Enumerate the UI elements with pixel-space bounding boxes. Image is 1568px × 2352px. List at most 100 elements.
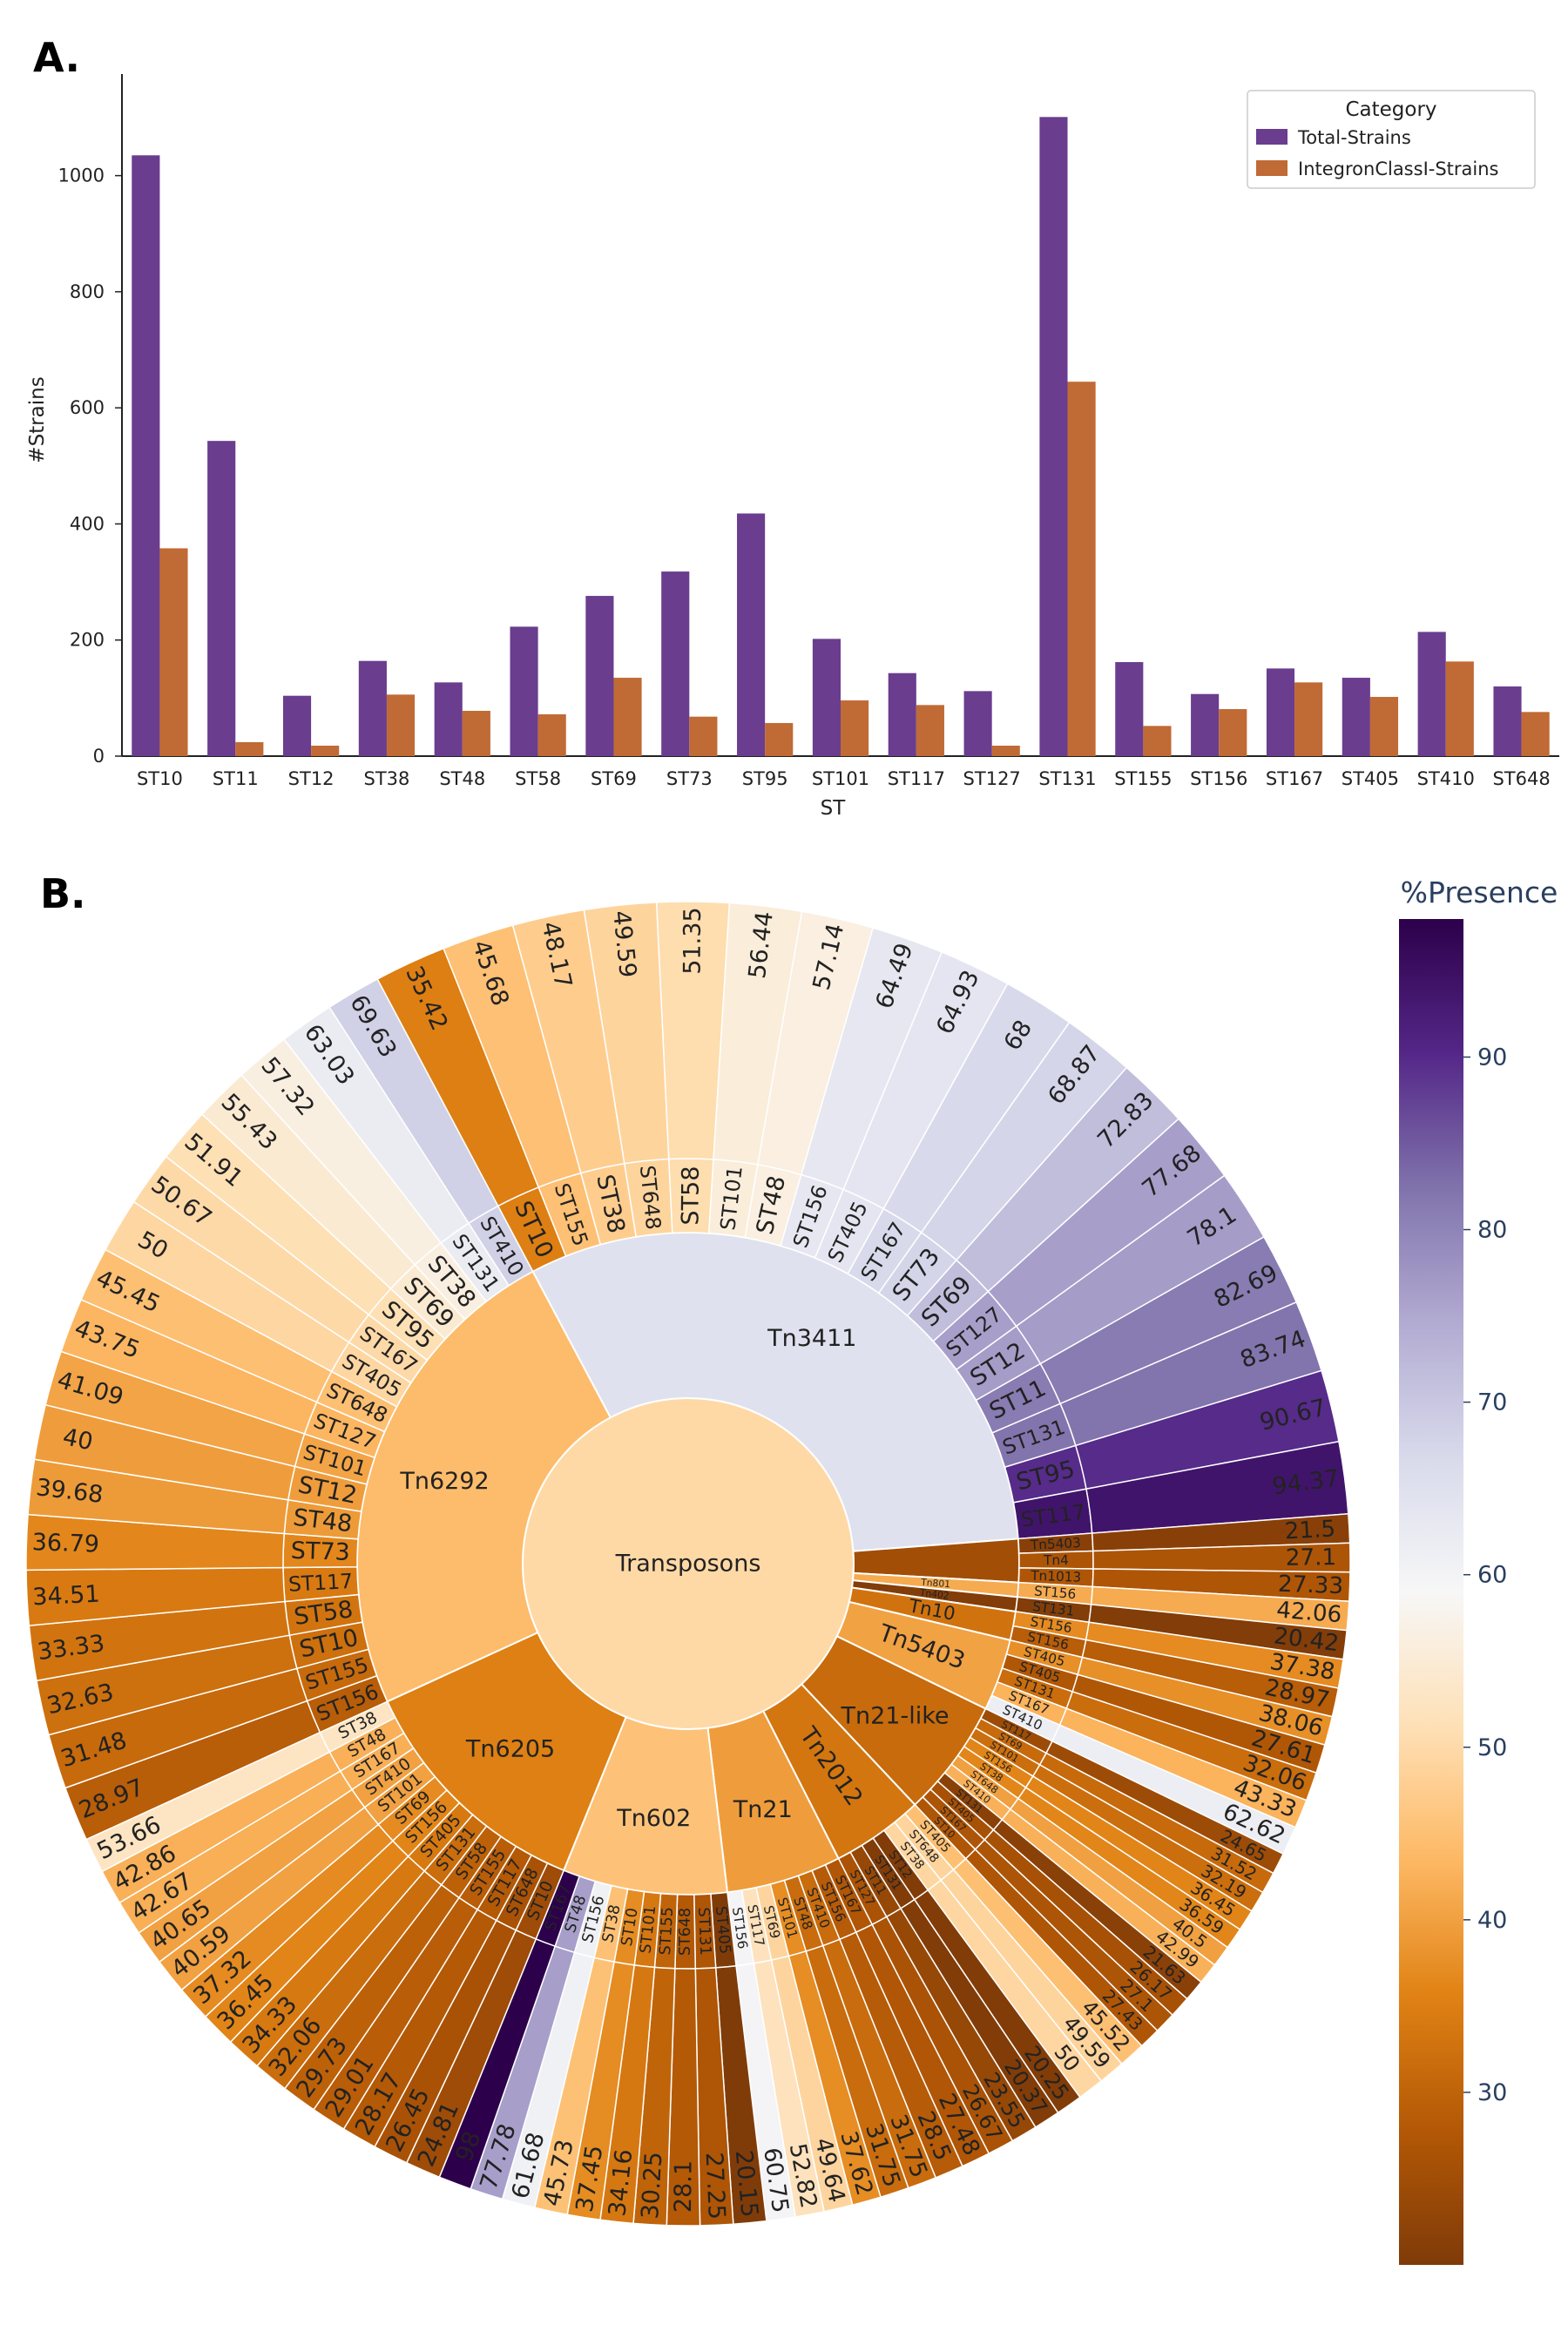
colorbar-tick-label: 50 — [1477, 1734, 1507, 1761]
y-tick-label: 600 — [70, 397, 105, 418]
st-label: ST155 — [657, 1907, 677, 1956]
st-label: ST648 — [677, 1908, 694, 1956]
presence-value-label: 27.33 — [1278, 1571, 1344, 1600]
x-tick-label: ST48 — [439, 768, 485, 789]
transposon-label: Tn6205 — [465, 1736, 555, 1763]
bar-total-ST167 — [1266, 668, 1295, 756]
bar-total-ST648 — [1493, 686, 1522, 756]
bar-integron-ST101 — [841, 700, 869, 756]
x-tick-label: ST10 — [137, 768, 183, 789]
colorbar-ticks: 30 40 50 60 70 80 90 — [1463, 1044, 1507, 2106]
bar-integron-ST11 — [235, 742, 264, 756]
bar-total-ST405 — [1342, 678, 1370, 756]
y-tick-label: 800 — [70, 281, 105, 302]
presence-value-label: 28.1 — [670, 2160, 697, 2213]
bar-total-ST95 — [737, 513, 766, 756]
y-tick-label: 400 — [70, 513, 105, 534]
x-tick-label: ST38 — [364, 768, 410, 789]
bar-integron-ST69 — [613, 678, 642, 756]
x-tick-label: ST167 — [1266, 768, 1323, 789]
transposon-label: Tn6292 — [399, 1468, 489, 1495]
x-tick-label: ST69 — [591, 768, 637, 789]
bar-integron-ST410 — [1445, 661, 1474, 756]
presence-value-label: 27.1 — [1286, 1544, 1337, 1571]
bar-chart: 0 200 400 600 800 1000 ST10 ST11 ST12 ST38 ST48 ST5… — [26, 74, 1559, 820]
transposon-label: Tn602 — [616, 1805, 691, 1832]
bar-integron-ST95 — [765, 723, 794, 756]
colorbar-tick-label: 90 — [1477, 1044, 1507, 1071]
legend-box — [1247, 90, 1536, 189]
panel-b-label: B. — [40, 870, 86, 917]
bar-chart-bars — [132, 117, 1550, 756]
transposon-label: Tn801 — [920, 1577, 951, 1591]
bar-total-ST69 — [585, 596, 614, 756]
legend: Category Total-Strains IntegronClassI-St… — [1247, 90, 1536, 189]
bar-total-ST48 — [434, 682, 463, 756]
bar-integron-ST58 — [537, 714, 566, 756]
st-label: ST73 — [290, 1538, 350, 1566]
bar-integron-ST405 — [1369, 697, 1399, 756]
colorbar-tick-label: 40 — [1477, 1907, 1507, 1934]
colorbar-tick-label: 70 — [1477, 1389, 1507, 1416]
presence-value-label: 30.25 — [637, 2151, 667, 2220]
presence-value-label: 27.25 — [700, 2152, 730, 2220]
presence-value-label: 40 — [60, 1423, 95, 1456]
legend-label-integron: IntegronClassI-Strains — [1298, 159, 1499, 179]
colorbar: %Presence 30 40 50 60 70 80 90 — [1399, 875, 1558, 2265]
presence-value-label: 20.15 — [730, 2149, 763, 2219]
x-tick-label: ST405 — [1342, 768, 1399, 789]
bar-integron-ST155 — [1143, 726, 1172, 756]
st-label: Tn1013 — [1030, 1568, 1082, 1585]
st-label: Tn5403 — [1029, 1535, 1081, 1553]
y-tick-label: 0 — [93, 746, 105, 767]
panel-a-label: A. — [33, 34, 80, 81]
presence-value-label: 36.79 — [31, 1529, 99, 1558]
st-label: ST131 — [694, 1907, 713, 1956]
x-tick-label: ST410 — [1417, 768, 1475, 789]
st-label: ST58 — [677, 1166, 704, 1225]
bar-total-ST12 — [282, 695, 312, 756]
x-tick-label: ST156 — [1190, 768, 1247, 789]
x-tick-label: ST101 — [812, 768, 869, 789]
bar-total-ST58 — [510, 626, 538, 756]
legend-swatch-total — [1256, 129, 1288, 145]
x-tick-label: ST155 — [1114, 768, 1172, 789]
x-tick-label: ST95 — [742, 768, 788, 789]
transposon-label: Tn3411 — [767, 1325, 856, 1352]
colorbar-title: %Presence — [1401, 875, 1558, 909]
y-axis-title: #Strains — [26, 376, 49, 463]
bar-integron-ST131 — [1067, 382, 1096, 756]
bar-integron-ST167 — [1294, 682, 1323, 756]
x-tick-label: ST11 — [213, 768, 259, 789]
x-tick-label: ST73 — [666, 768, 713, 789]
y-tick-label: 1000 — [58, 166, 105, 186]
legend-title: Category — [1345, 98, 1436, 121]
colorbar-tick-label: 80 — [1477, 1217, 1507, 1244]
bar-total-ST127 — [963, 691, 992, 756]
x-tick-label: ST127 — [963, 768, 1021, 789]
bar-integron-ST10 — [159, 548, 188, 756]
bar-integron-ST48 — [462, 711, 490, 756]
st-label: ST131 — [1031, 1598, 1075, 1619]
presence-value-label: 21.5 — [1284, 1516, 1336, 1544]
legend-label-total: Total-Strains — [1297, 127, 1411, 148]
bar-total-ST101 — [812, 639, 841, 756]
bar-integron-ST648 — [1521, 712, 1550, 756]
colorbar-gradient — [1399, 919, 1463, 2265]
transposon-label: Tn21 — [733, 1796, 793, 1823]
bar-total-ST11 — [207, 441, 236, 756]
x-tick-label: ST117 — [888, 768, 945, 789]
colorbar-tick-label: 30 — [1477, 2079, 1507, 2106]
x-tick-label: ST58 — [515, 768, 561, 789]
st-label: ST156 — [1033, 1583, 1077, 1602]
bar-integron-ST12 — [311, 746, 340, 756]
bar-total-ST156 — [1191, 693, 1220, 756]
bar-total-ST117 — [888, 672, 916, 756]
sunburst-root-label: Transposons — [615, 1551, 761, 1578]
presence-value-label: 34.51 — [32, 1580, 101, 1611]
bar-total-ST155 — [1115, 662, 1144, 756]
sunburst-chart: TransposonsTn3411ST1035.42ST15545.68ST38… — [25, 901, 1351, 2227]
bar-integron-ST73 — [689, 716, 718, 756]
bar-chart-axes: 0 200 400 600 800 1000 ST10 ST11 ST12 ST38 ST48 ST5… — [58, 74, 1559, 789]
